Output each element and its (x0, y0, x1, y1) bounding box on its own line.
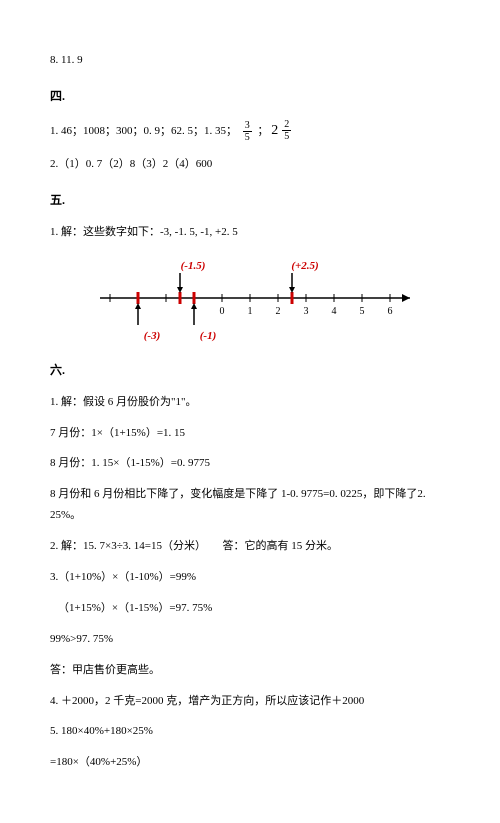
sec4-p1: 1. 46；1008；300；0. 9；62. 5；1. 35； 3 5 ； 2… (50, 118, 450, 145)
sec6-p8: 99%>97. 75% (50, 629, 450, 650)
sec6-p4: 8 月份和 6 月份相比下降了，变化幅度是下降了 1-0. 9775=0. 02… (50, 484, 450, 526)
mixed-num: 2 (282, 119, 291, 131)
sec4-p1-text: 1. 46；1008；300；0. 9；62. 5；1. 35； (50, 125, 237, 137)
mixed-den: 5 (282, 131, 291, 142)
sec4-p2: 2.（1）0. 7（2）8（3）2（4）600 (50, 154, 450, 175)
sec6-p5b: 答：它的高有 15 分米。 (222, 540, 338, 552)
sec6-p6: 3.（1+10%）×（1-10%）=99% (50, 567, 450, 588)
svg-text:(+2.5): (+2.5) (291, 260, 318, 272)
sec6-p9: 答：甲店售价更高些。 (50, 660, 450, 681)
frac-den: 5 (243, 132, 252, 143)
svg-text:(-1): (-1) (200, 330, 217, 342)
sec6-p11: 5. 180×40%+180×25% (50, 721, 450, 742)
mixed-2-2-5: 2 2 5 (271, 118, 294, 145)
frac-num: 3 (243, 120, 252, 132)
svg-text:1: 1 (248, 306, 253, 317)
sec6-p2: 7 月份：1×（1+15%）=1. 15 (50, 423, 450, 444)
svg-text:(-3): (-3) (144, 330, 161, 342)
sec6-p3: 8 月份：1. 15×（1-15%）=0. 9775 (50, 453, 450, 474)
sec6-p5: 2. 解：15. 7×3÷3. 14=15（分米） 答：它的高有 15 分米。 (50, 536, 450, 557)
sec6-p10: 4. ＋2000，2 千克=2000 克，增产为正方向，所以应该记作＋2000 (50, 691, 450, 712)
number-line-diagram: 0 1 2 3 4 5 6 (-1.5) (+2.5) (-3) (-1) (90, 253, 430, 343)
svg-text:6: 6 (388, 306, 393, 317)
semicolon: ； (258, 125, 269, 137)
sec6-p12: =180×（40%+25%） (50, 752, 450, 773)
section-5-heading: 五. (50, 189, 450, 212)
section-6-heading: 六. (50, 359, 450, 382)
section-4-heading: 四. (50, 85, 450, 108)
svg-text:4: 4 (332, 306, 337, 317)
svg-text:0: 0 (220, 306, 225, 317)
svg-text:2: 2 (276, 306, 281, 317)
sec6-p5a: 2. 解：15. 7×3÷3. 14=15（分米） (50, 540, 206, 552)
mixed-whole: 2 (271, 118, 278, 145)
svg-text:3: 3 (304, 306, 309, 317)
svg-text:(-1.5): (-1.5) (181, 260, 206, 272)
sec5-p1: 1. 解：这些数字如下：-3, -1. 5, -1, +2. 5 (50, 222, 450, 243)
line-8-11-9: 8. 11. 9 (50, 50, 450, 71)
mixed-frac: 2 5 (282, 119, 291, 142)
sec6-p1: 1. 解：假设 6 月份股价为"1"。 (50, 392, 450, 413)
frac-3-5: 3 5 (243, 120, 252, 143)
svg-text:5: 5 (360, 306, 365, 317)
sec6-p7: （1+15%）×（1-15%）=97. 75% (58, 598, 450, 619)
